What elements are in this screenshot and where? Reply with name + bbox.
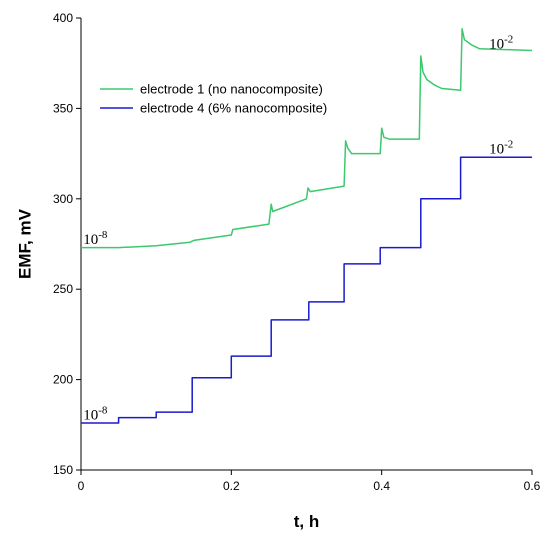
annotations: 10-8 10-2 10-8 10-2 <box>83 34 513 424</box>
plot-area <box>80 18 532 471</box>
y-tick-label: 300 <box>53 192 73 206</box>
concentration-label: 10-8 <box>83 229 108 248</box>
series-line-1 <box>81 28 533 249</box>
x-tick-label: 0 <box>78 479 85 493</box>
y-tick-label: 200 <box>53 373 73 387</box>
x-axis: 0 0.2 0.4 0.6 <box>78 470 541 493</box>
y-axis: 150 200 250 300 350 400 <box>53 11 81 477</box>
series-layer <box>81 28 533 424</box>
y-tick-label: 400 <box>53 11 73 25</box>
y-tick-label: 350 <box>53 101 73 115</box>
legend-label-2: electrode 4 (6% nanocomposite) <box>140 101 327 116</box>
legend-label-1: electrode 1 (no nanocomposite) <box>140 82 323 97</box>
y-tick-label: 150 <box>53 463 73 477</box>
x-tick-label: 0.6 <box>524 479 541 493</box>
y-tick-label: 250 <box>53 282 73 296</box>
concentration-label: 10-2 <box>489 34 513 53</box>
legend: electrode 1 (no nanocomposite) electrode … <box>100 82 327 116</box>
concentration-label: 10-8 <box>83 404 108 423</box>
x-tick-label: 0.2 <box>223 479 240 493</box>
series-line-2 <box>81 156 532 424</box>
concentration-label: 10-2 <box>489 139 513 158</box>
x-axis-title: t, h <box>294 512 320 531</box>
y-axis-title: EMF, mV <box>15 208 34 279</box>
x-tick-label: 0.4 <box>373 479 390 493</box>
